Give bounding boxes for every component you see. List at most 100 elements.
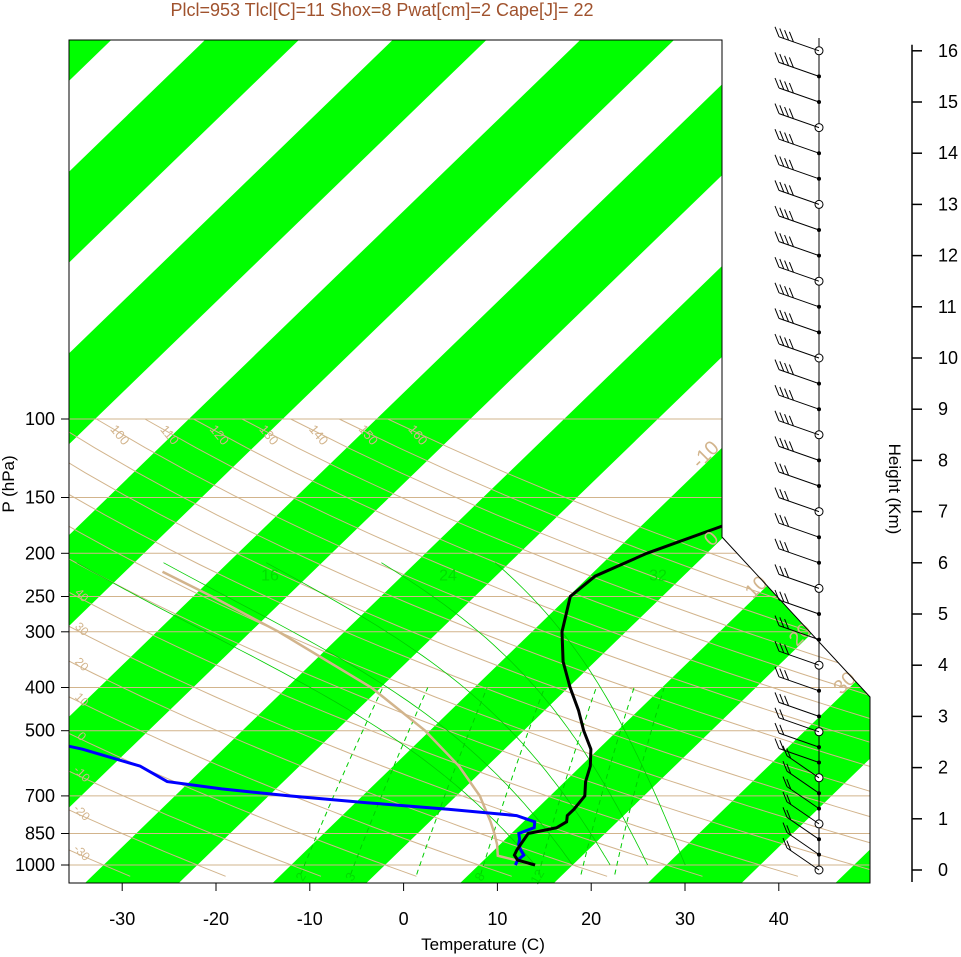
wind-barb-feather [784, 618, 790, 630]
dry-adiabat-line [69, 418, 870, 877]
wind-barb-staff [778, 701, 820, 717]
wind-barb-feather [786, 763, 792, 774]
wind-barb-feather [784, 644, 790, 655]
wind-barb-feather [788, 108, 794, 119]
wind-barb-staff [778, 343, 820, 359]
dry-adiabat-line [69, 418, 870, 877]
y-axis-tick-label: 400 [25, 678, 55, 698]
wind-barb-feather [788, 134, 794, 145]
wind-barb-feather [788, 313, 794, 324]
saturated-adiabat-label: 32 [649, 567, 667, 584]
x-axis-tick-label: 0 [399, 909, 409, 929]
wind-barb-feather [779, 233, 785, 244]
height-axis-tick-label: 8 [938, 450, 948, 470]
wind-barb-feather [779, 668, 785, 679]
saturated-adiabat-label: 24 [439, 567, 457, 584]
wind-barb-feather [784, 158, 790, 169]
isotherm-band [69, 40, 674, 883]
wind-barb-feather [784, 465, 790, 476]
wind-barb-staff [778, 748, 820, 763]
wind-barb-feather [774, 205, 780, 217]
wind-barb-feather [784, 388, 790, 399]
wind-barb-staff [778, 573, 820, 589]
dry-adiabat-line [69, 418, 870, 877]
height-axis-tick-label: 0 [938, 860, 948, 880]
dry-adiabat-line [69, 418, 870, 877]
y-axis-tick-label: 100 [25, 409, 55, 429]
dry-adiabat-line [69, 418, 417, 877]
height-axis-tick-label: 10 [938, 348, 958, 368]
wind-barb-feather [774, 77, 780, 89]
wind-barb-feather [788, 287, 794, 298]
wind-barb-feather [784, 542, 790, 553]
wind-barb-feather [779, 463, 785, 474]
wind-barb-staff [778, 522, 820, 538]
wind-barb-feather [784, 183, 790, 194]
wind-barb-feather [774, 692, 780, 703]
isotherm-band [69, 40, 487, 883]
wind-barb-feather [774, 231, 780, 242]
wind-barb-feather [786, 840, 792, 851]
dry-adiabat-line [69, 418, 608, 877]
wind-barb-feather [779, 105, 785, 116]
wind-barb-feather [784, 311, 790, 322]
wind-barb-staff [778, 599, 820, 615]
wind-barb-feather [786, 794, 792, 805]
dry-adiabat-line [69, 418, 322, 877]
saturated-adiabat-line [163, 562, 573, 866]
wind-barb-feather [782, 822, 788, 833]
wind-barb-feather [774, 641, 780, 652]
wind-barb-feather [774, 26, 780, 37]
wind-calm-circle [814, 123, 824, 133]
wind-barb-feather [779, 156, 785, 167]
wind-barb-feather [779, 724, 785, 735]
wind-barb-feather [784, 260, 790, 271]
wind-barb-feather [788, 185, 794, 196]
x-axis-tick-label: -30 [109, 909, 135, 929]
wind-barb-staff [778, 61, 820, 77]
wind-barb-staff [778, 189, 820, 205]
wind-barb-feather [774, 666, 780, 677]
x-axis-tick-label: 40 [769, 909, 789, 929]
mixing-ratio-line [580, 687, 635, 875]
wind-barb-feather [784, 234, 790, 246]
height-axis-tick-label: 2 [938, 758, 948, 778]
wind-barb-feather [788, 210, 794, 222]
y-axis-tick-label: 700 [25, 786, 55, 806]
wind-barb-feather [788, 364, 794, 375]
wind-barb-feather [774, 385, 780, 396]
wind-barb-feather [779, 540, 785, 551]
dry-adiabat-line [241, 418, 870, 877]
wind-barb-feather [774, 707, 780, 718]
wind-barb-staff [778, 369, 820, 385]
wind-barbs [774, 26, 824, 875]
wind-barb-feather [788, 262, 794, 273]
wind-barb-feather [774, 154, 780, 165]
wind-barb-feather [784, 106, 790, 118]
wind-barb-feather [779, 181, 785, 193]
wind-barb-feather [779, 207, 785, 218]
wind-barb-feather [779, 130, 785, 142]
wind-barb-feather [779, 565, 785, 577]
wind-barb-staff [778, 317, 820, 333]
dry-adiabat-line [387, 418, 870, 877]
wind-barb-feather [784, 670, 790, 681]
plot-frame [68, 39, 871, 884]
wind-barb-feather [774, 308, 780, 319]
wind-barb-feather [774, 333, 780, 345]
height-axis-tick-label: 3 [938, 706, 948, 726]
wind-barb-feather [782, 837, 788, 849]
x-axis-tick-label: 30 [675, 909, 695, 929]
wind-barb-feather [784, 30, 790, 41]
wind-barb-feather [782, 761, 788, 772]
isotherm-band [69, 40, 862, 883]
wind-barb-staff [778, 717, 820, 733]
wind-barb-staff [778, 420, 820, 436]
mixing-ratio-line [350, 687, 429, 875]
dry-adiabat-label: 30 [72, 619, 92, 639]
wind-barb-feather [782, 776, 788, 787]
wind-barb-feather [779, 437, 785, 449]
wind-barb-feather [784, 209, 790, 220]
